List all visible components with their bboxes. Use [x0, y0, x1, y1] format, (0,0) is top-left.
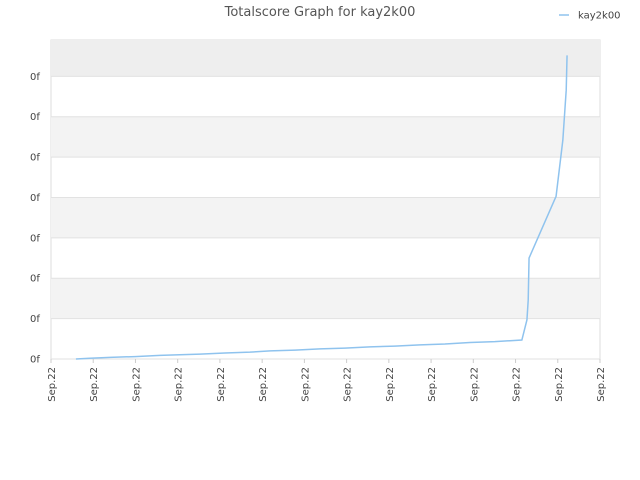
grid-band	[51, 116, 600, 158]
chart-title: Totalscore Graph for kay2k00	[224, 5, 416, 20]
x-tick-label: Sep.22	[258, 367, 269, 402]
x-tick-label: Sep.22	[512, 367, 523, 402]
data-line	[75, 55, 568, 360]
x-tick-label: Sep.22	[554, 367, 565, 402]
grid-band	[51, 197, 600, 238]
x-tick-label: Sep.22	[89, 367, 100, 402]
x-tick-label: Sep.22	[596, 367, 607, 402]
grid-band	[51, 278, 600, 319]
y-tick-label: 0f	[30, 314, 40, 325]
y-tick-label: 0f	[30, 153, 40, 164]
y-tick-label: 0f	[30, 355, 40, 366]
y-tick-label: 0f	[30, 274, 40, 285]
x-tick-label: Sep.22	[300, 367, 311, 402]
x-tick-label: Sep.22	[216, 367, 227, 402]
y-tick-label: 0f	[30, 233, 40, 244]
x-tick-label: Sep.22	[47, 367, 58, 402]
x-tick-label: Sep.22	[469, 367, 480, 402]
legend-label: kay2k00	[578, 11, 621, 22]
x-tick-label: Sep.22	[174, 367, 185, 402]
x-tick-label: Sep.22	[427, 367, 438, 402]
y-tick-label: 0f	[30, 193, 40, 204]
grid-band	[51, 40, 600, 77]
x-tick-label: Sep.22	[385, 367, 396, 402]
y-tick-label: 0f	[30, 72, 40, 83]
y-tick-label: 0f	[30, 112, 40, 123]
x-tick-label: Sep.22	[343, 367, 354, 402]
x-tick-label: Sep.22	[131, 367, 142, 402]
